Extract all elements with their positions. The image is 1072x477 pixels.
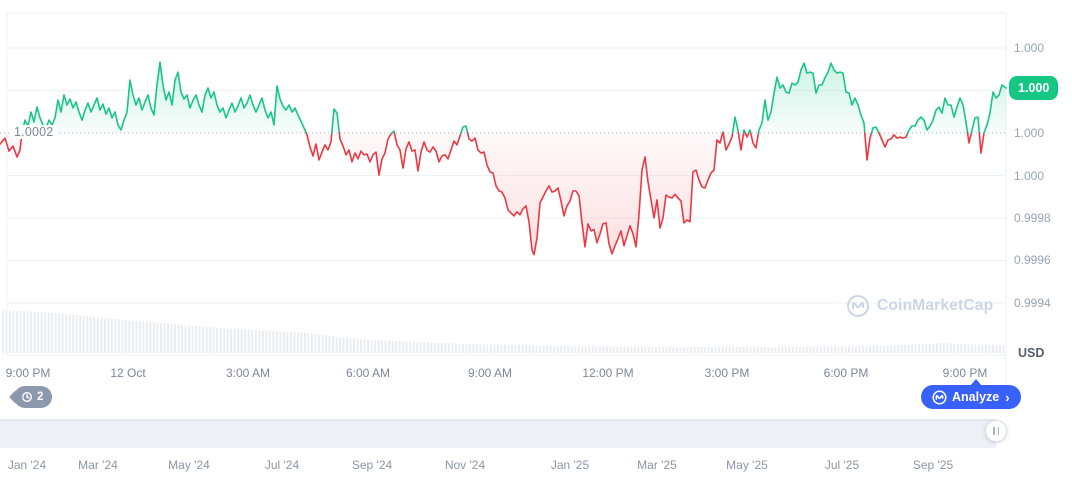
navigator-date-label: May '24 xyxy=(168,458,210,472)
price-axis-label: 1.000 xyxy=(1014,41,1045,56)
analyze-button[interactable]: Analyze › xyxy=(921,379,1021,409)
navigator-date-label: Nov '24 xyxy=(444,458,486,472)
analyze-logo-icon xyxy=(932,390,947,405)
navigator-date-label: Jan '24 xyxy=(7,458,47,472)
range-navigator[interactable] xyxy=(0,419,996,448)
chevron-right-icon: › xyxy=(1005,389,1010,405)
navigator-date-label: Jan '25 xyxy=(550,458,590,472)
navigator-date-label: Jul '25 xyxy=(824,458,860,472)
navigator-date-label: Mar '25 xyxy=(637,458,677,472)
coinmarketcap-logo-icon xyxy=(846,294,870,318)
price-axis-label: 1.000 xyxy=(1014,126,1045,141)
time-axis-label: 12:00 PM xyxy=(582,366,634,380)
price-axis-label: 0.9998 xyxy=(1014,210,1051,225)
history-count: 2 xyxy=(37,391,44,403)
time-axis-label: 9:00 AM xyxy=(467,366,513,380)
time-axis-label: 3:00 AM xyxy=(225,366,271,380)
navigator-date-label: Sep '25 xyxy=(912,458,954,472)
price-axis-label: 1.000 xyxy=(1014,168,1045,183)
navigator-date-label: Sep '24 xyxy=(351,458,393,472)
time-axis-label: 9:00 PM xyxy=(942,366,988,380)
navigator-date-label: Jul '24 xyxy=(264,458,300,472)
history-clock-icon xyxy=(21,391,33,403)
time-axis-label: 12 Oct xyxy=(110,366,146,380)
time-axis-label: 6:00 PM xyxy=(823,366,869,380)
price-axis: 1.000 1.000 1.000 0.9998 0.9996 0.9994 1.000 … xyxy=(1006,0,1072,420)
navigator-date-label: May '25 xyxy=(726,458,768,472)
history-count-badge[interactable]: 2 xyxy=(14,386,53,408)
navigator-resize-handle[interactable] xyxy=(985,420,1007,442)
price-axis-label: 0.9994 xyxy=(1014,295,1051,310)
navigator-axis: Jan '24 Mar '24 May '24 Jul '24 Sep '24 Nov '… xyxy=(0,458,1006,474)
current-price-badge: 1.000 xyxy=(1009,76,1059,100)
price-chart-canvas[interactable] xyxy=(0,0,1008,418)
baseline-price-label: 1.0002 xyxy=(10,125,58,139)
price-axis-label: 0.9996 xyxy=(1014,253,1051,268)
analyze-label: Analyze xyxy=(952,390,1000,404)
navigator-date-label: Mar '24 xyxy=(78,458,118,472)
time-axis-label: 9:00 PM xyxy=(5,366,51,380)
currency-unit-label: USD xyxy=(1018,346,1045,360)
time-axis-label: 3:00 PM xyxy=(704,366,750,380)
time-axis-label: 6:00 AM xyxy=(345,366,391,380)
time-axis: 9:00 PM 12 Oct 3:00 AM 6:00 AM 9:00 AM 12:00 … xyxy=(0,366,1006,382)
watermark: CoinMarketCap xyxy=(846,294,993,318)
watermark-text: CoinMarketCap xyxy=(877,297,994,314)
